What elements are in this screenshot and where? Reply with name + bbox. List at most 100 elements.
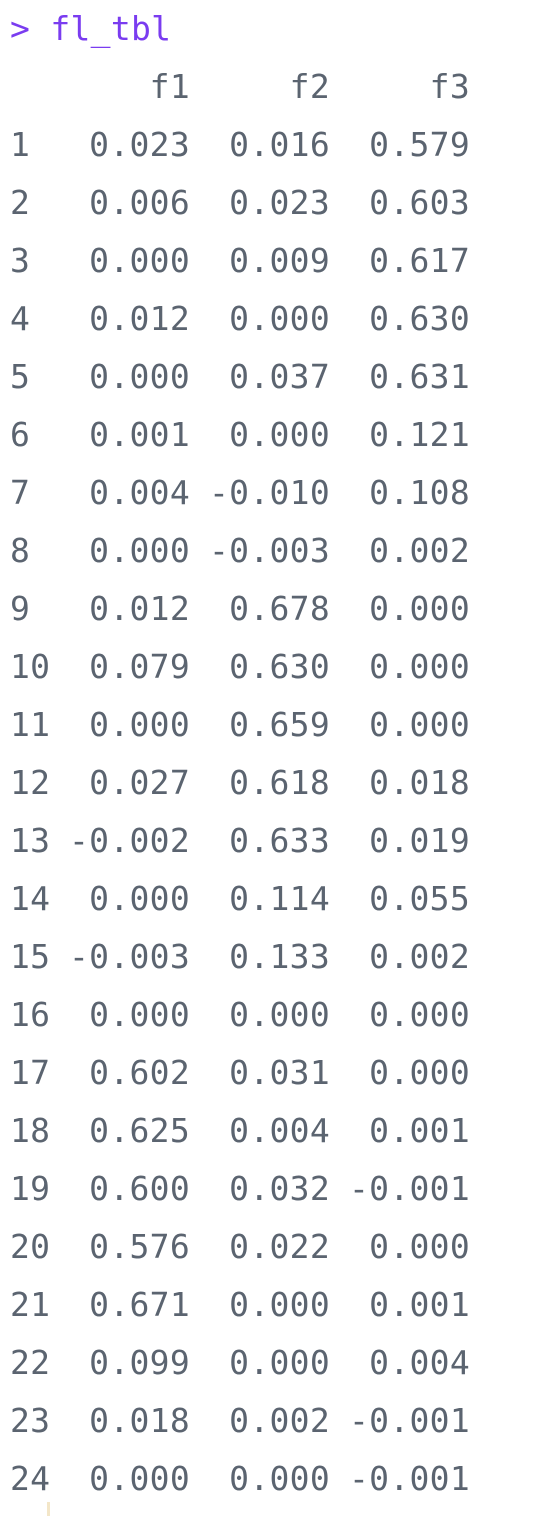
row-name: 9 bbox=[10, 589, 31, 628]
cell-f2: 0.016 bbox=[229, 125, 330, 164]
cell-f1: 0.004 bbox=[89, 473, 190, 512]
row-name: 23 bbox=[10, 1401, 51, 1440]
table-row: 21 0.671 0.000 0.001 bbox=[10, 1276, 540, 1334]
cell-f1: 0.000 bbox=[89, 241, 190, 280]
column-header-f2: f2 bbox=[289, 67, 330, 106]
cell-f3: 0.000 bbox=[369, 705, 470, 744]
cell-f3: 0.000 bbox=[369, 589, 470, 628]
row-name: 5 bbox=[10, 357, 31, 396]
console-output: > fl_tbl f1 f2 f3 1 0.023 0.016 0.579 2 0.006 0.… bbox=[10, 0, 540, 1508]
cell-f2: 0.133 bbox=[229, 937, 330, 976]
row-name: 2 bbox=[10, 183, 31, 222]
cell-f1: 0.576 bbox=[89, 1227, 190, 1266]
cell-f3: 0.579 bbox=[369, 125, 470, 164]
cell-f1: 0.000 bbox=[89, 995, 190, 1034]
row-name: 21 bbox=[10, 1285, 51, 1324]
cell-f1: -0.003 bbox=[68, 937, 190, 976]
cell-f2: 0.004 bbox=[229, 1111, 330, 1150]
cell-f1: 0.027 bbox=[89, 763, 190, 802]
prompt-line: > fl_tbl bbox=[10, 0, 540, 58]
table-row: 16 0.000 0.000 0.000 bbox=[10, 986, 540, 1044]
row-name: 22 bbox=[10, 1343, 51, 1382]
cell-f2: 0.023 bbox=[229, 183, 330, 222]
row-name: 15 bbox=[10, 937, 51, 976]
table-row: 9 0.012 0.678 0.000 bbox=[10, 580, 540, 638]
table-row: 12 0.027 0.618 0.018 bbox=[10, 754, 540, 812]
cell-f2: 0.022 bbox=[229, 1227, 330, 1266]
table-body: 1 0.023 0.016 0.579 2 0.006 0.023 0.603 3 0.000 0.… bbox=[10, 116, 540, 1508]
cell-f2: 0.002 bbox=[229, 1401, 330, 1440]
table-row: 22 0.099 0.000 0.004 bbox=[10, 1334, 540, 1392]
cell-f3: 0.004 bbox=[369, 1343, 470, 1382]
row-name: 20 bbox=[10, 1227, 51, 1266]
row-name: 11 bbox=[10, 705, 51, 744]
row-name: 19 bbox=[10, 1169, 51, 1208]
cell-f2: 0.000 bbox=[229, 1343, 330, 1382]
row-name: 6 bbox=[10, 415, 31, 454]
cell-f3: 0.108 bbox=[369, 473, 470, 512]
cell-f2: 0.000 bbox=[229, 415, 330, 454]
cell-f3: 0.000 bbox=[369, 1227, 470, 1266]
column-header-f1: f1 bbox=[149, 67, 190, 106]
cell-f1: 0.600 bbox=[89, 1169, 190, 1208]
cell-f1: 0.671 bbox=[89, 1285, 190, 1324]
cell-f1: 0.000 bbox=[89, 357, 190, 396]
command-text: fl_tbl bbox=[50, 9, 172, 48]
cell-f2: 0.633 bbox=[229, 821, 330, 860]
cell-f1: 0.000 bbox=[89, 879, 190, 918]
cell-f1: 0.079 bbox=[89, 647, 190, 686]
row-name: 4 bbox=[10, 299, 31, 338]
text-cursor bbox=[47, 1502, 50, 1516]
table-row: 18 0.625 0.004 0.001 bbox=[10, 1102, 540, 1160]
row-name: 1 bbox=[10, 125, 31, 164]
cell-f3: 0.631 bbox=[369, 357, 470, 396]
cell-f2: -0.010 bbox=[208, 473, 330, 512]
cell-f1: 0.000 bbox=[89, 705, 190, 744]
cell-f1: 0.018 bbox=[89, 1401, 190, 1440]
table-row: 24 0.000 0.000 -0.001 bbox=[10, 1450, 540, 1508]
cell-f1: -0.002 bbox=[68, 821, 190, 860]
table-row: 20 0.576 0.022 0.000 bbox=[10, 1218, 540, 1276]
cell-f2: 0.000 bbox=[229, 1459, 330, 1498]
table-row: 15 -0.003 0.133 0.002 bbox=[10, 928, 540, 986]
prompt-symbol: > bbox=[10, 9, 31, 48]
cell-f1: 0.006 bbox=[89, 183, 190, 222]
table-row: 3 0.000 0.009 0.617 bbox=[10, 232, 540, 290]
table-row: 19 0.600 0.032 -0.001 bbox=[10, 1160, 540, 1218]
cell-f1: 0.625 bbox=[89, 1111, 190, 1150]
cell-f1: 0.000 bbox=[89, 531, 190, 570]
table-row: 11 0.000 0.659 0.000 bbox=[10, 696, 540, 754]
row-name: 24 bbox=[10, 1459, 51, 1498]
table-row: 5 0.000 0.037 0.631 bbox=[10, 348, 540, 406]
cell-f2: 0.114 bbox=[229, 879, 330, 918]
cell-f1: 0.099 bbox=[89, 1343, 190, 1382]
row-name: 14 bbox=[10, 879, 51, 918]
table-row: 23 0.018 0.002 -0.001 bbox=[10, 1392, 540, 1450]
row-name: 18 bbox=[10, 1111, 51, 1150]
row-name: 7 bbox=[10, 473, 31, 512]
cell-f3: 0.603 bbox=[369, 183, 470, 222]
column-header-f3: f3 bbox=[429, 67, 470, 106]
row-name: 16 bbox=[10, 995, 51, 1034]
cell-f3: 0.019 bbox=[369, 821, 470, 860]
cell-f1: 0.602 bbox=[89, 1053, 190, 1092]
cell-f3: 0.000 bbox=[369, 995, 470, 1034]
table-row: 8 0.000 -0.003 0.002 bbox=[10, 522, 540, 580]
cell-f3: 0.001 bbox=[369, 1285, 470, 1324]
cell-f3: 0.617 bbox=[369, 241, 470, 280]
cell-f1: 0.001 bbox=[89, 415, 190, 454]
cell-f2: 0.618 bbox=[229, 763, 330, 802]
cell-f2: 0.031 bbox=[229, 1053, 330, 1092]
cell-f3: 0.001 bbox=[369, 1111, 470, 1150]
cell-f1: 0.023 bbox=[89, 125, 190, 164]
table-row: 6 0.001 0.000 0.121 bbox=[10, 406, 540, 464]
cell-f2: -0.003 bbox=[208, 531, 330, 570]
cell-f2: 0.000 bbox=[229, 1285, 330, 1324]
cell-f3: 0.002 bbox=[369, 937, 470, 976]
row-name: 10 bbox=[10, 647, 51, 686]
table-row: 17 0.602 0.031 0.000 bbox=[10, 1044, 540, 1102]
cell-f2: 0.000 bbox=[229, 995, 330, 1034]
table-header: f1 f2 f3 bbox=[10, 58, 540, 116]
cell-f3: 0.055 bbox=[369, 879, 470, 918]
table-row: 1 0.023 0.016 0.579 bbox=[10, 116, 540, 174]
